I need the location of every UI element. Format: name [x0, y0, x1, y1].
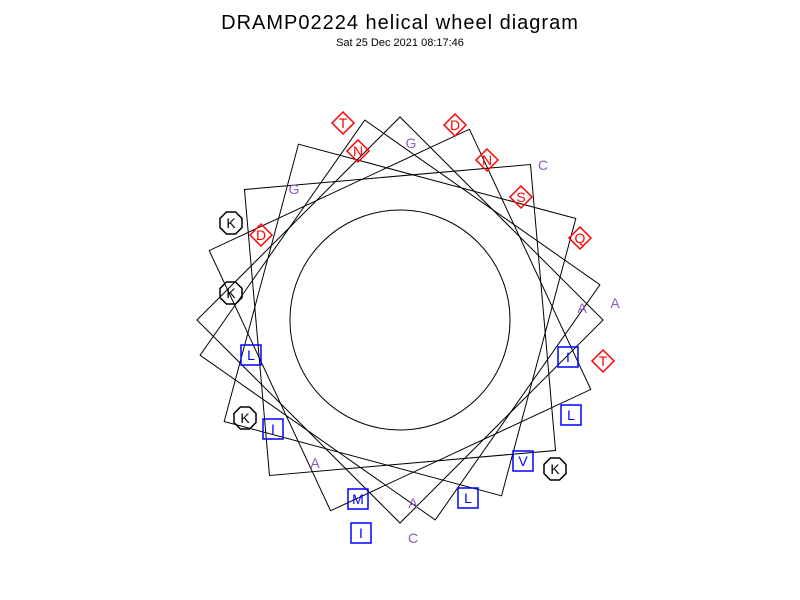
svg-text:K: K	[550, 461, 560, 477]
svg-text:A: A	[310, 455, 320, 471]
svg-text:A: A	[577, 300, 587, 316]
svg-text:K: K	[240, 410, 250, 426]
svg-text:T: T	[339, 115, 348, 131]
svg-text:A: A	[408, 495, 418, 511]
svg-text:L: L	[567, 407, 575, 423]
svg-text:G: G	[406, 135, 417, 151]
svg-text:C: C	[408, 530, 418, 546]
svg-text:I: I	[271, 421, 275, 437]
svg-text:G: G	[289, 181, 300, 197]
svg-text:L: L	[247, 347, 255, 363]
svg-text:Q: Q	[575, 230, 586, 246]
svg-text:N: N	[353, 143, 363, 159]
svg-text:V: V	[518, 453, 528, 469]
svg-text:S: S	[516, 189, 525, 205]
svg-text:D: D	[256, 227, 266, 243]
svg-text:N: N	[482, 152, 492, 168]
svg-text:D: D	[450, 117, 460, 133]
svg-text:I: I	[359, 525, 363, 541]
svg-text:L: L	[464, 490, 472, 506]
svg-text:C: C	[538, 157, 548, 173]
svg-text:K: K	[226, 215, 236, 231]
svg-text:A: A	[610, 295, 620, 311]
svg-text:K: K	[226, 285, 236, 301]
svg-text:M: M	[352, 491, 364, 507]
svg-text:T: T	[599, 353, 608, 369]
svg-text:I: I	[566, 349, 570, 365]
